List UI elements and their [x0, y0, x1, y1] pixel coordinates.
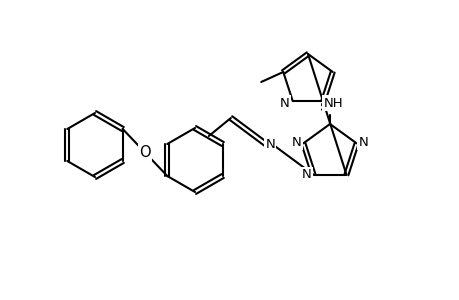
- Text: N: N: [279, 97, 289, 110]
- Text: SH: SH: [319, 100, 340, 113]
- Text: N: N: [301, 168, 311, 181]
- Text: N: N: [358, 136, 368, 149]
- Text: N: N: [265, 138, 274, 151]
- Text: O: O: [139, 145, 151, 160]
- Text: N: N: [291, 136, 301, 149]
- Text: NH: NH: [323, 97, 342, 110]
